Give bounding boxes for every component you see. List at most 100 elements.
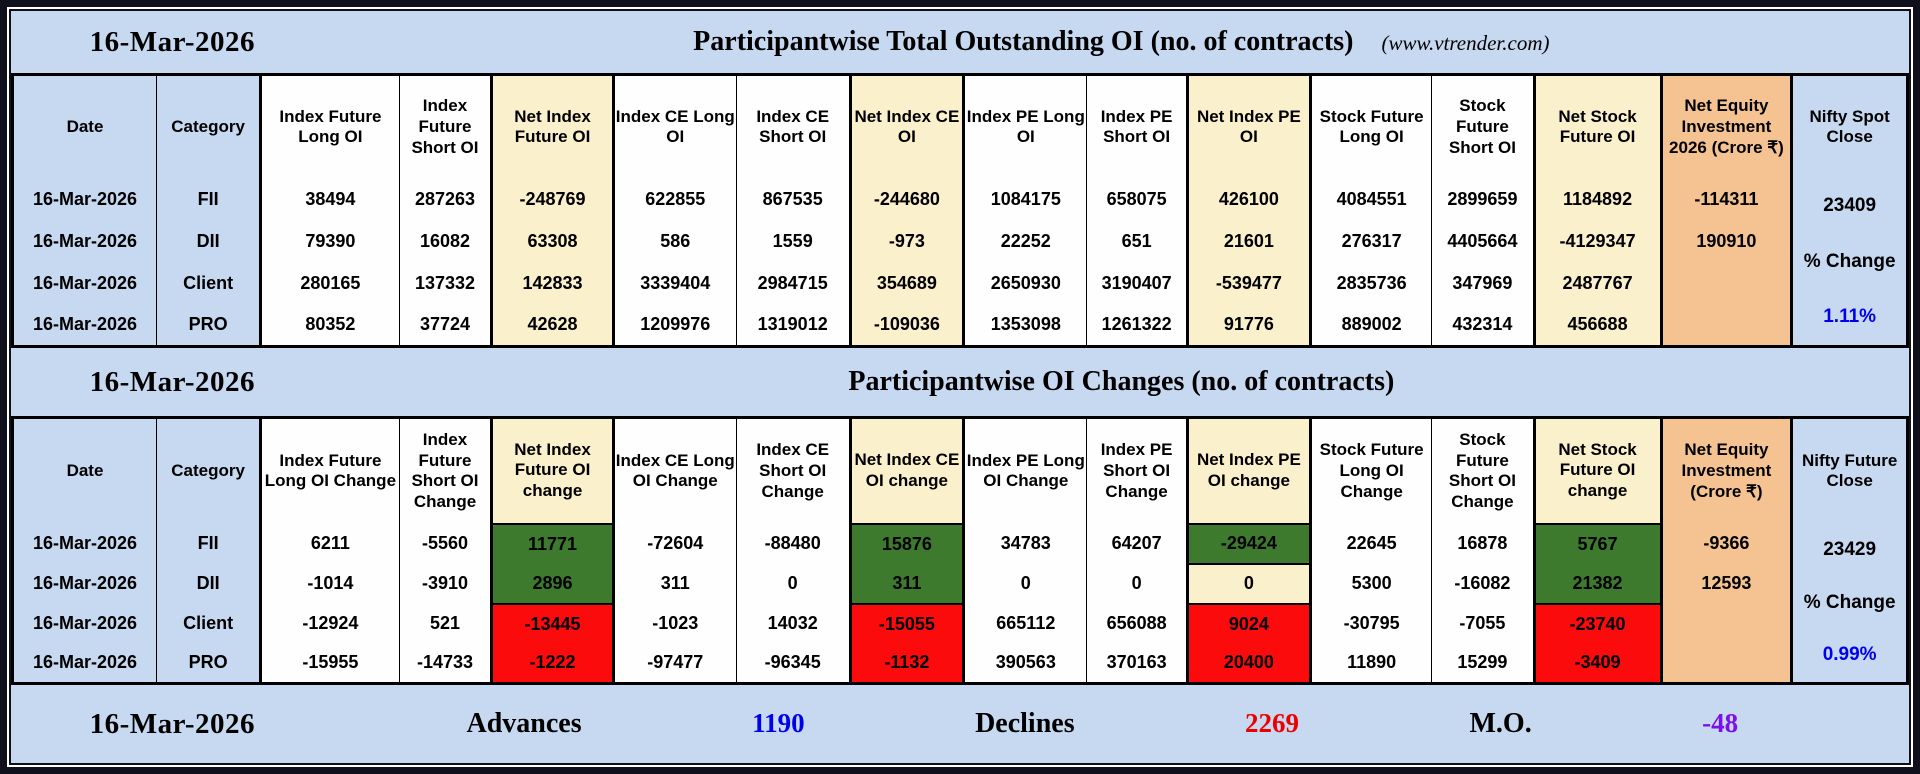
value-cell: 1084175 [962, 178, 1088, 221]
value-cell: 287263 [398, 178, 493, 221]
category-cell: DII [156, 563, 262, 604]
date-cell: 16-Mar-2026 [11, 178, 158, 221]
value-cell: -96345 [735, 643, 851, 684]
value-cell: 0 [1086, 563, 1188, 604]
column-header: Nifty Spot Close [1790, 74, 1908, 179]
report-date: 16-Mar-2026 [89, 25, 256, 58]
column-header: Nifty Future Close [1790, 417, 1908, 524]
value-cell: 1184892 [1532, 178, 1662, 221]
value-cell: 4084551 [1308, 178, 1433, 221]
value-cell: 20400 [1185, 643, 1311, 684]
changes-band: 16-Mar-2026 Participantwise OI Changes (… [11, 348, 1909, 416]
outstanding-oi-table: Date Category Index Future Long OI Index Fu… [11, 73, 1909, 348]
table-row: 16-Mar-2026 FII 6211 -5560 11771 -72604 -88480… [11, 522, 1908, 684]
value-cell: 12593 [1659, 563, 1793, 604]
category-cell: PRO [156, 304, 262, 347]
column-header: Date [11, 74, 158, 179]
value-cell: 651 [1086, 220, 1188, 263]
value-cell: -1132 [848, 643, 965, 684]
value-cell: 11771 [490, 522, 614, 564]
value-cell: 42628 [490, 304, 614, 347]
pct-change-value: 1.11% [1823, 306, 1877, 328]
value-cell [1659, 603, 1793, 644]
value-cell: 16878 [1431, 523, 1535, 564]
column-header: Index CE Short OI Change [735, 417, 851, 524]
mo-label: M.O. [1469, 708, 1532, 739]
value-cell: -109036 [848, 304, 965, 347]
date-cell: 16-Mar-2026 [11, 304, 158, 347]
table-row: 16-Mar-2026 DII -1014 -3910 2896 311 0 311 0 0 0 53… [11, 562, 1908, 604]
oi-changes-grid: Date Category Index Future Long OI Change I… [11, 416, 1909, 685]
pct-change-value: 0.99% [1822, 644, 1877, 666]
footer-band: 16-Mar-2026 Advances 1190 Declines 2269 … [11, 685, 1909, 763]
column-header: Index Future Long OI [259, 74, 400, 179]
index-close-value: 23409 [1823, 195, 1877, 217]
value-cell: 622855 [611, 178, 737, 221]
value-cell: 1261322 [1086, 304, 1188, 347]
value-cell: 3190407 [1086, 262, 1188, 305]
value-cell: -16082 [1431, 563, 1535, 604]
header-row: Date Category Index Future Long OI Index Fu… [11, 74, 1908, 179]
value-cell: 15299 [1431, 643, 1535, 684]
value-cell: 665112 [962, 603, 1088, 644]
date-cell: 16-Mar-2026 [11, 262, 158, 305]
value-cell: 370163 [1086, 643, 1188, 684]
column-header: Net Equity Investment (Crore ₹) [1659, 417, 1793, 524]
value-cell: -248769 [490, 178, 614, 221]
column-header: Index Future Short OI Change [398, 417, 493, 524]
value-cell: 586 [611, 220, 737, 263]
column-header: Category [156, 417, 262, 524]
column-header: Index PE Long OI [962, 74, 1088, 179]
table-row: 16-Mar-2026 PRO 80352 37724 42628 1209976 1319… [11, 304, 1908, 347]
value-cell: 142833 [490, 262, 614, 305]
column-header: Stock Future Short OI [1431, 74, 1535, 179]
column-header: Index CE Short OI [735, 74, 851, 179]
value-cell: 11890 [1308, 643, 1433, 684]
value-cell: 2835736 [1308, 262, 1433, 305]
column-header: Index CE Long OI [611, 74, 737, 179]
value-cell: 276317 [1308, 220, 1433, 263]
value-cell: -97477 [611, 643, 737, 684]
date-cell: 16-Mar-2026 [11, 563, 158, 604]
value-cell: 456688 [1532, 304, 1662, 347]
value-cell: 21601 [1185, 220, 1311, 263]
value-cell: 15876 [848, 522, 965, 564]
value-cell: 432314 [1431, 304, 1535, 347]
value-cell: 9024 [1185, 602, 1311, 644]
value-cell: 64207 [1086, 523, 1188, 564]
value-cell: -72604 [611, 523, 737, 564]
value-cell: -1023 [611, 603, 737, 644]
value-cell: -30795 [1308, 603, 1433, 644]
report-date-changes: 16-Mar-2026 [89, 365, 256, 398]
index-close-cell: 23429 % Change 0.99% [1790, 523, 1908, 684]
value-cell: 0 [735, 563, 851, 604]
index-close-stack: 23429 % Change 0.99% [1795, 524, 1906, 682]
value-cell: 6211 [259, 523, 400, 564]
value-cell: 2650930 [962, 262, 1088, 305]
value-cell: 390563 [962, 643, 1088, 684]
value-cell: -7055 [1431, 603, 1535, 644]
value-cell [1659, 304, 1793, 347]
column-header: Net Stock Future OI change [1532, 417, 1662, 524]
category-cell: Client [156, 603, 262, 644]
index-close-value: 23429 [1823, 539, 1877, 561]
value-cell: 22252 [962, 220, 1088, 263]
value-cell: -1222 [490, 643, 614, 684]
category-cell: FII [156, 523, 262, 564]
category-cell: FII [156, 178, 262, 221]
table-row: 16-Mar-2026 FII 38494 287263 -248769 622855 86… [11, 178, 1908, 347]
declines-label: Declines [975, 708, 1075, 739]
table-row: 16-Mar-2026 DII 79390 16082 63308 586 1559 -973… [11, 220, 1908, 263]
value-cell: 63308 [490, 220, 614, 263]
value-cell: -14733 [398, 643, 493, 684]
value-cell: -15955 [259, 643, 400, 684]
column-header: Net Equity Investment 2026 (Crore ₹) [1659, 74, 1793, 179]
value-cell: 354689 [848, 262, 965, 305]
value-cell: -539477 [1185, 262, 1311, 305]
section-title-changes: Participantwise OI Changes (no. of contr… [848, 366, 1395, 397]
value-cell: 37724 [398, 304, 493, 347]
sheet-frame-inner: 16-Mar-2026 Participantwise Total Outsta… [7, 7, 1913, 767]
column-header: Date [11, 417, 158, 524]
advances-value: 1190 [752, 708, 805, 738]
column-header: Net Stock Future OI [1532, 74, 1662, 179]
